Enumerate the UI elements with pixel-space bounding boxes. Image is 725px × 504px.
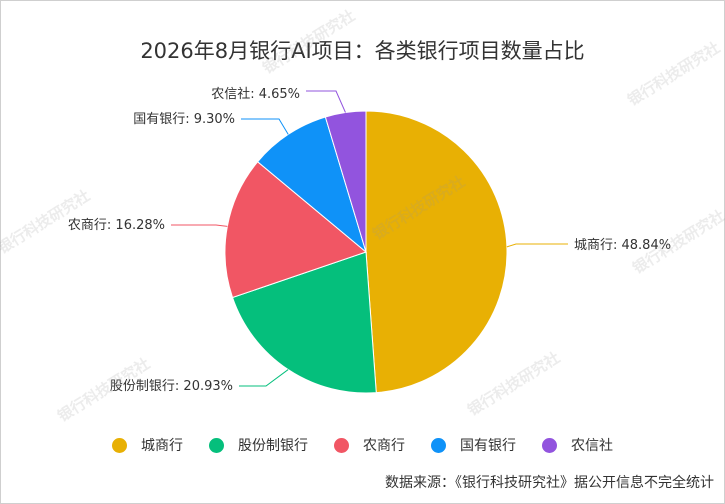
leader-line	[171, 224, 228, 227]
legend-item[interactable]: 城商行	[112, 435, 183, 455]
leader-line	[306, 90, 346, 113]
legend-item[interactable]: 农信社	[542, 435, 613, 455]
chart-legend: 城商行 股份制银行 农商行 国有银行 农信社	[1, 435, 724, 455]
legend-item[interactable]: 农商行	[334, 435, 405, 455]
leader-line	[241, 118, 289, 135]
legend-label: 农商行	[363, 438, 405, 454]
legend-swatch	[334, 437, 349, 453]
slice-label: 股份制银行: 20.93%	[110, 379, 233, 394]
slice-label: 农信社: 4.65%	[211, 86, 300, 102]
slice-label: 城商行: 48.84%	[574, 238, 671, 253]
legend-label: 城商行	[141, 438, 183, 454]
leader-line	[239, 369, 289, 387]
source-note: 数据来源：《银行科技研究社》据公开信息不完全统计	[385, 475, 714, 491]
pie-slice[interactable]	[365, 110, 508, 394]
slice-label: 国有银行: 9.30%	[133, 112, 235, 127]
pie-slice[interactable]	[256, 116, 367, 254]
legend-label: 国有银行	[460, 438, 516, 454]
pie-slice[interactable]	[224, 161, 368, 299]
legend-swatch	[209, 437, 224, 453]
pie-chart: 城商行: 48.84% 股份制银行: 20.93% 农商行: 16.28% 国有银行:…	[68, 86, 671, 394]
pie-slice[interactable]	[231, 251, 377, 394]
legend-swatch	[112, 437, 127, 453]
pie-slice[interactable]	[324, 110, 367, 253]
legend-swatch	[542, 437, 557, 453]
legend-item[interactable]: 股份制银行	[209, 435, 308, 455]
leader-line	[506, 243, 568, 248]
legend-item[interactable]: 国有银行	[431, 435, 516, 455]
legend-label: 股份制银行	[238, 438, 308, 454]
legend-swatch	[431, 437, 446, 453]
slice-label: 农商行: 16.28%	[68, 218, 165, 233]
chart-title: 2026年8月银行AI项目：各类银行项目数量占比	[140, 39, 585, 63]
legend-label: 农信社	[571, 438, 613, 454]
